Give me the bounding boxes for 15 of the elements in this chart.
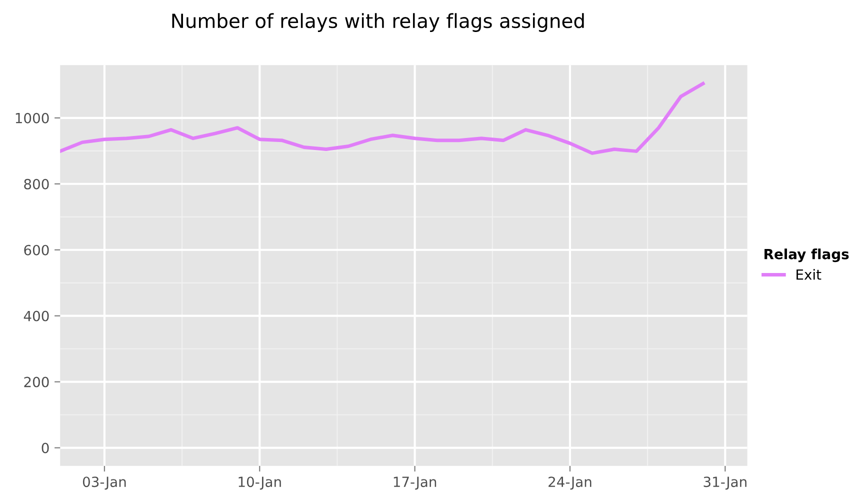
y-tick-label: 600: [24, 244, 49, 256]
line-series: [60, 82, 705, 155]
chart-title: Number of relays with relay flags assigned: [172, 13, 584, 32]
x-tick-label: 03-Jan: [82, 476, 126, 490]
x-tick-label: 17-Jan: [394, 476, 436, 490]
y-tick-label: 1000: [16, 112, 49, 124]
y-tick-label: 200: [24, 376, 49, 388]
y-tick-label: 0: [42, 442, 49, 454]
y-tick-label: 400: [24, 310, 49, 322]
y-tick-label: 800: [24, 178, 49, 190]
legend-label: Exit: [796, 269, 822, 280]
x-tick-label: 31-Jan: [704, 476, 746, 490]
x-tick-label: 24-Jan: [548, 476, 592, 490]
x-tick-label: 10-Jan: [238, 476, 281, 490]
legend-title: Relay flags: [764, 248, 849, 262]
